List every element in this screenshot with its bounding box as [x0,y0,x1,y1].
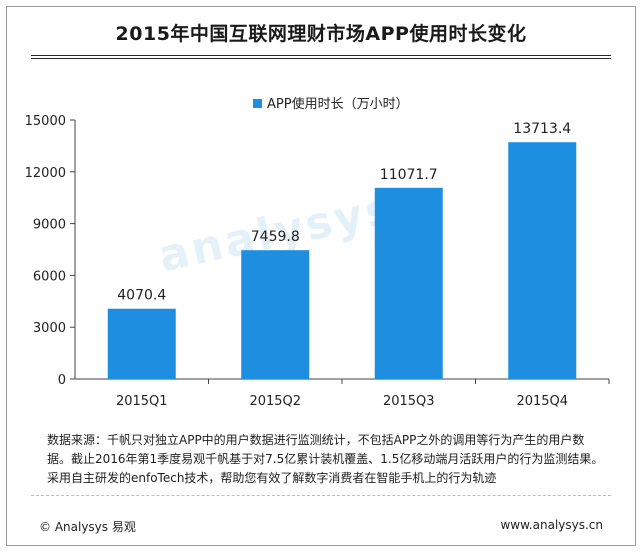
y-tick-label: 6000 [33,269,66,284]
chart-title: 2015年中国互联网理财市场APP使用时长变化 [115,23,527,45]
chart-frame: 2015年中国互联网理财市场APP使用时长变化 analysys APP使用时长… [6,6,636,546]
bar-2015q1 [107,308,176,379]
bar-chart: APP使用时长（万小时） 0 3000 6000 9000 12000 15000 201… [25,96,610,409]
bar-2015q3 [374,187,443,379]
value-label: 7459.8 [251,229,300,245]
notes-divider [31,495,611,496]
bars [107,142,577,379]
value-labels: 4070.4 7459.8 11071.7 13713.4 [117,121,571,304]
data-source-notes: 数据来源：千帆只对独立APP中的用户数据进行监测统计，不包括APP之外的调用等行… [47,433,604,485]
title-underline-second [31,58,611,59]
legend-label-app-duration: APP使用时长（万小时） [267,96,409,112]
y-tick-label: 15000 [25,114,66,129]
value-label: 4070.4 [117,288,166,304]
value-label: 11071.7 [380,167,438,183]
bar-2015q2 [241,250,310,379]
y-axis-ticks: 0 3000 6000 9000 12000 15000 [25,114,75,388]
website-link[interactable]: www.analysys.cn [500,518,603,532]
x-tick-label: 2015Q4 [516,394,568,409]
x-axis-labels: 2015Q1 2015Q2 2015Q3 2015Q4 [116,379,610,409]
title-underline [31,55,611,56]
x-tick-label: 2015Q3 [383,394,435,409]
legend: APP使用时长（万小时） [253,96,409,112]
y-tick-label: 3000 [33,321,66,336]
bar-2015q4 [508,142,577,379]
value-label: 13713.4 [513,121,571,137]
copyright-text: © Analysys 易观 [39,520,136,534]
y-tick-label: 0 [58,373,66,388]
x-tick-label: 2015Q1 [116,394,168,409]
y-tick-label: 9000 [33,218,66,233]
legend-swatch [253,99,262,108]
x-tick-label: 2015Q2 [249,394,301,409]
y-tick-label: 12000 [25,166,66,181]
